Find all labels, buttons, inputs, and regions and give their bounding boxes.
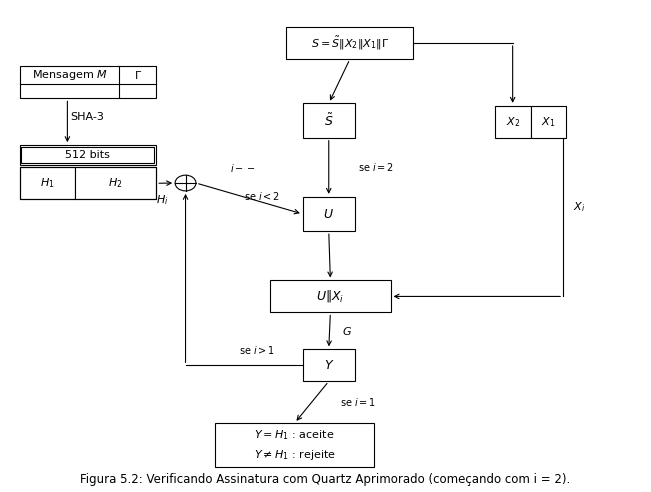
Text: SHA-3: SHA-3 [70, 112, 105, 122]
FancyBboxPatch shape [303, 103, 355, 138]
Text: $Y = H_1$ : aceite
$Y \neq H_1$ : rejeite: $Y = H_1$ : aceite $Y \neq H_1$ : rejeit… [254, 429, 335, 462]
Text: $H_1$: $H_1$ [40, 176, 55, 190]
Text: $G$: $G$ [342, 325, 352, 337]
FancyBboxPatch shape [303, 197, 355, 231]
Text: se $i > 1$: se $i > 1$ [239, 344, 275, 356]
Text: se $i = 2$: se $i = 2$ [358, 161, 394, 173]
FancyBboxPatch shape [20, 167, 75, 199]
Text: Mensagem $M$: Mensagem $M$ [32, 68, 107, 82]
Text: $H_2$: $H_2$ [108, 176, 123, 190]
FancyBboxPatch shape [286, 27, 413, 59]
Text: $X_i$: $X_i$ [573, 200, 585, 214]
FancyBboxPatch shape [20, 66, 156, 98]
Text: $X_2$: $X_2$ [506, 115, 519, 129]
FancyBboxPatch shape [20, 145, 156, 165]
Text: Figura 5.2: Verificando Assinatura com Quartz Aprimorado (começando com i = 2).: Figura 5.2: Verificando Assinatura com Q… [80, 473, 571, 486]
Text: $\tilde{S}$: $\tilde{S}$ [324, 112, 333, 129]
Text: 512 bits: 512 bits [66, 150, 110, 160]
FancyBboxPatch shape [303, 349, 355, 381]
Text: se $i = 1$: se $i = 1$ [340, 396, 376, 408]
Text: se $i < 2$: se $i < 2$ [244, 190, 281, 202]
Text: $Y$: $Y$ [324, 359, 334, 372]
Text: $U\|X_i$: $U\|X_i$ [316, 288, 344, 305]
FancyBboxPatch shape [270, 280, 391, 312]
FancyBboxPatch shape [215, 423, 374, 467]
Text: $S = \tilde{S}\|X_2\|X_1\|\Gamma$: $S = \tilde{S}\|X_2\|X_1\|\Gamma$ [311, 34, 389, 52]
FancyBboxPatch shape [495, 106, 531, 138]
FancyBboxPatch shape [531, 106, 566, 138]
Text: $X_1$: $X_1$ [541, 115, 556, 129]
FancyBboxPatch shape [75, 167, 156, 199]
Text: $U$: $U$ [324, 208, 334, 220]
Text: $i - -$: $i - -$ [230, 162, 256, 174]
Text: $\Gamma$: $\Gamma$ [133, 69, 142, 81]
Text: $H_i$: $H_i$ [156, 193, 169, 207]
